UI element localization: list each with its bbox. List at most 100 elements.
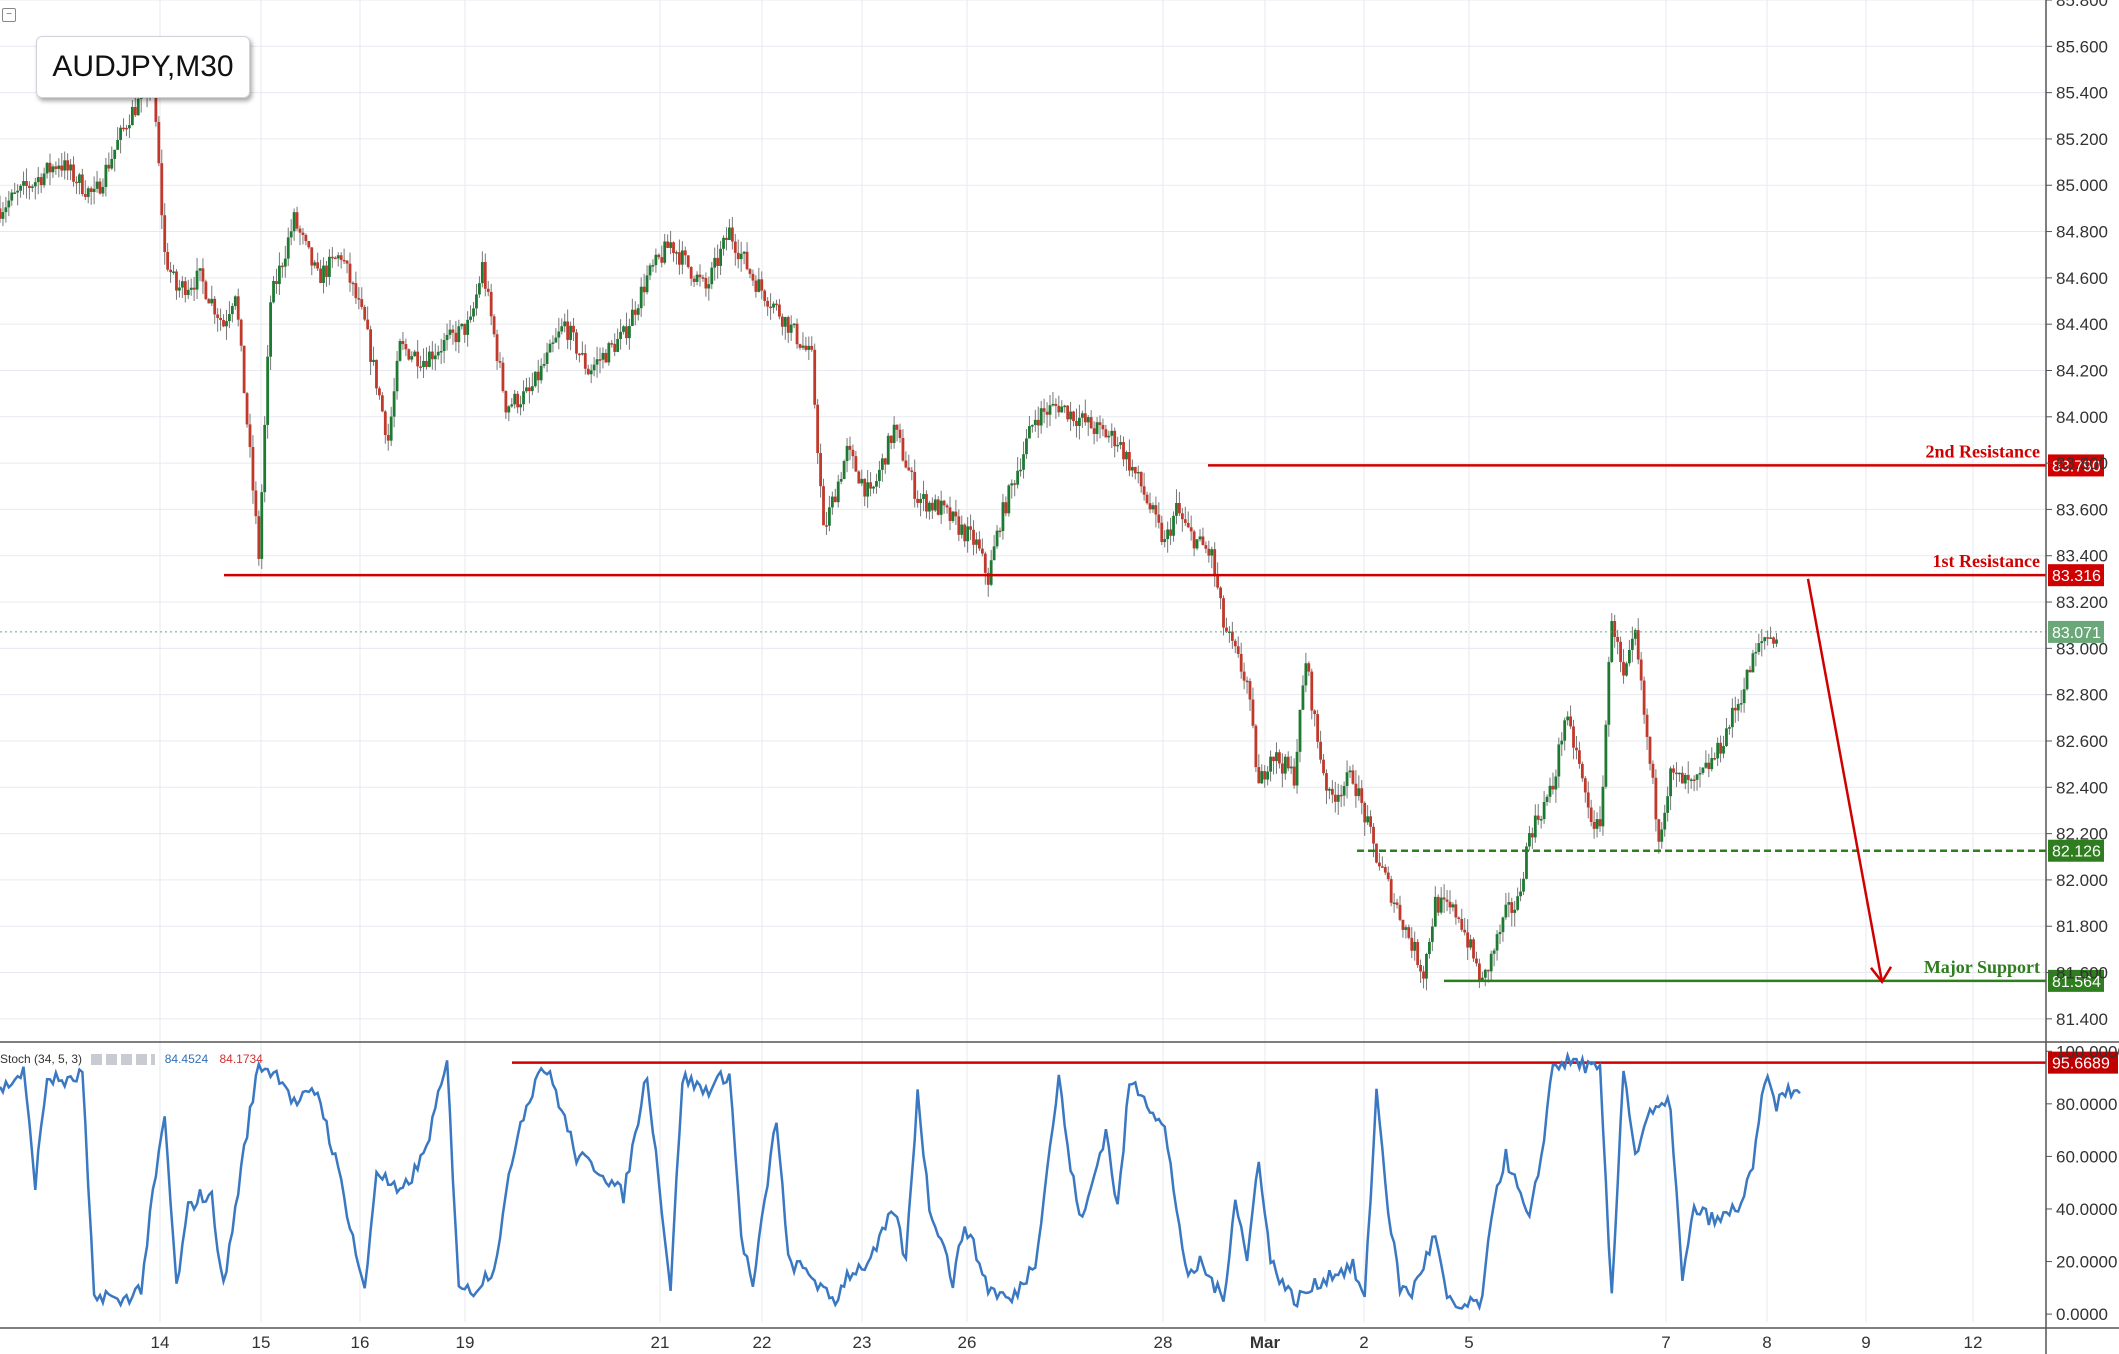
candle-body: [857, 471, 861, 484]
candle-body: [1745, 669, 1749, 690]
x-tick-label: 19: [456, 1333, 475, 1352]
candle-body: [913, 471, 917, 499]
candle-body: [686, 255, 690, 267]
candle-body: [1348, 770, 1352, 773]
candle-body: [1572, 726, 1575, 748]
candle-body: [1366, 816, 1370, 823]
candle-body: [1072, 411, 1075, 422]
candle-body: [880, 458, 884, 470]
candle-body: [1645, 714, 1649, 737]
y-tick-label: 82.000: [2056, 871, 2108, 890]
candle-body: [1642, 680, 1646, 715]
candle-body: [860, 478, 864, 484]
stoch-d-value: 84.1734: [219, 1052, 263, 1066]
candle-body: [207, 299, 211, 304]
candle-body: [513, 393, 517, 405]
candle-body: [930, 502, 934, 511]
candle-body: [507, 406, 511, 413]
candle-body: [428, 351, 431, 367]
candle-body: [98, 181, 102, 194]
candle-body: [739, 253, 743, 260]
candle-body: [463, 323, 467, 335]
candle-body: [966, 526, 970, 542]
candle-body: [1042, 408, 1046, 412]
indicator-controls-icon[interactable]: [91, 1054, 156, 1066]
candle-body: [1145, 494, 1149, 504]
candle-body: [1051, 403, 1055, 406]
candle-body: [542, 363, 546, 366]
candle-body: [525, 387, 528, 392]
candle-body: [1289, 766, 1293, 769]
candle-body: [42, 173, 46, 186]
candle-body: [692, 278, 696, 282]
candle-body: [36, 177, 40, 183]
candle-body: [622, 326, 625, 332]
candle-body: [792, 323, 796, 326]
candle-body: [651, 265, 655, 267]
candle-body: [478, 283, 481, 295]
candle-body: [180, 281, 184, 288]
candle-body: [183, 281, 187, 295]
candle-body: [433, 355, 437, 360]
candle-body: [225, 321, 228, 327]
candle-body: [895, 424, 899, 430]
candle-body: [1342, 786, 1346, 796]
candle-body: [1036, 419, 1040, 426]
candle-body: [1619, 641, 1622, 662]
candle-body: [1272, 756, 1275, 762]
candle-body: [133, 106, 137, 116]
candle-body: [1680, 772, 1684, 784]
candle-body: [551, 342, 555, 344]
candle-body: [392, 391, 396, 417]
y-tick-label: 81.600: [2056, 964, 2108, 983]
candle-body: [1463, 929, 1467, 933]
x-tick-label: 28: [1154, 1333, 1173, 1352]
candle-body: [298, 228, 302, 233]
candle-body: [1248, 681, 1252, 700]
candle-body: [1275, 752, 1278, 762]
candle-body: [495, 334, 499, 362]
candle-body: [1678, 772, 1681, 775]
candle-body: [1298, 709, 1302, 752]
candle-body: [907, 467, 911, 471]
candle-body: [1245, 680, 1249, 683]
candle-body: [683, 250, 687, 256]
candle-body: [789, 324, 793, 333]
candle-body: [1295, 751, 1299, 786]
candle-body: [769, 306, 772, 309]
x-tick-label: Mar: [1250, 1333, 1281, 1352]
candle-body: [1583, 778, 1587, 793]
candle-body: [425, 360, 428, 367]
candle-body: [1598, 819, 1602, 827]
candle-body: [1483, 969, 1487, 978]
candle-body: [1178, 503, 1181, 514]
candle-body: [1442, 897, 1446, 900]
candle-body: [548, 343, 552, 353]
candle-body: [1628, 649, 1631, 664]
candle-body: [1398, 904, 1402, 920]
level-price-tag: [2048, 839, 2104, 862]
candle-body: [825, 525, 828, 527]
stoch-y-tick-label: 100.0000: [2056, 1042, 2119, 1061]
candle-body: [1689, 779, 1693, 782]
candle-body: [1504, 904, 1508, 918]
stoch-y-tick-label: 20.0000: [2056, 1253, 2117, 1272]
candle-body: [107, 164, 111, 169]
candle-body: [748, 269, 752, 274]
candle-body: [675, 252, 678, 254]
stoch-k-value: 84.4524: [164, 1052, 209, 1066]
candle-body: [510, 404, 514, 407]
candle-body: [104, 164, 108, 187]
candle-body: [1045, 411, 1049, 415]
candle-body: [1469, 939, 1472, 948]
candle-body: [1004, 502, 1008, 514]
collapse-icon[interactable]: −: [2, 8, 16, 22]
y-tick-label: 85.400: [2056, 84, 2108, 103]
candle-body: [48, 162, 52, 173]
candle-body: [1069, 411, 1072, 420]
candle-body: [1707, 762, 1711, 770]
candle-body: [863, 478, 867, 497]
candle-body: [763, 290, 767, 301]
x-tick-label: 15: [252, 1333, 271, 1352]
